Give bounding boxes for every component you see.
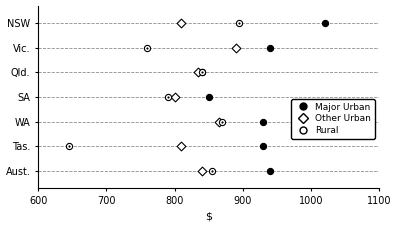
- Point: [206, 95, 212, 99]
- Point: [198, 169, 205, 173]
- Legend: Major Urban, Other Urban, Rural: Major Urban, Other Urban, Rural: [291, 99, 375, 139]
- Point: [66, 144, 72, 148]
- Point: [195, 70, 202, 74]
- Point: [219, 120, 225, 123]
- Point: [216, 120, 222, 123]
- Point: [66, 144, 72, 148]
- Point: [260, 120, 266, 123]
- Point: [236, 21, 243, 25]
- Point: [209, 169, 215, 173]
- Point: [233, 46, 239, 49]
- Point: [236, 21, 243, 25]
- Point: [164, 95, 171, 99]
- Point: [144, 46, 150, 49]
- Point: [198, 70, 205, 74]
- Point: [322, 21, 328, 25]
- Point: [164, 95, 171, 99]
- Point: [209, 169, 215, 173]
- Point: [172, 95, 178, 99]
- Point: [219, 120, 225, 123]
- Point: [144, 46, 150, 49]
- Point: [178, 144, 185, 148]
- Point: [178, 21, 185, 25]
- Point: [267, 169, 273, 173]
- X-axis label: $: $: [205, 211, 212, 222]
- Point: [260, 144, 266, 148]
- Point: [267, 46, 273, 49]
- Point: [198, 70, 205, 74]
- Point: [198, 70, 205, 74]
